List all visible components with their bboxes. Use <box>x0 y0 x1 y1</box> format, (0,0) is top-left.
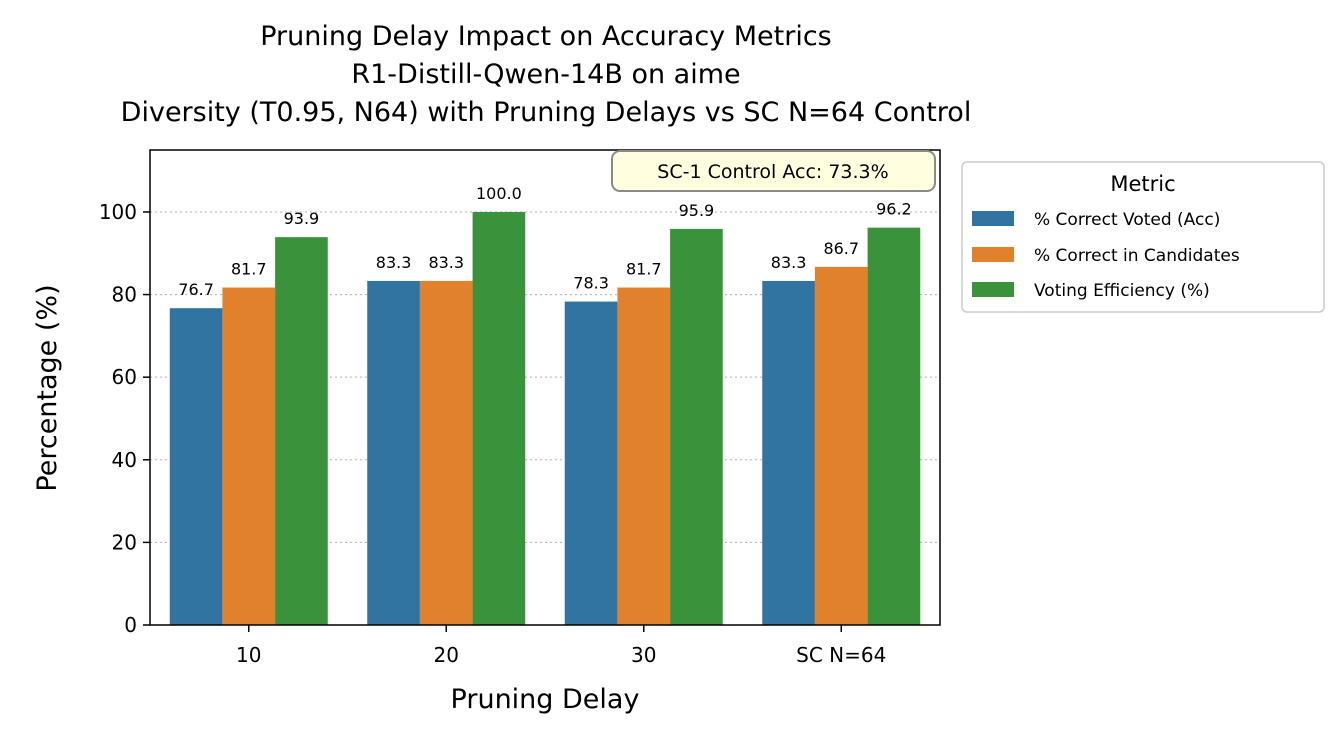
y-tick-label: 0 <box>124 613 137 637</box>
x-axis-label: Pruning Delay <box>451 684 640 715</box>
bar <box>814 266 868 625</box>
annotation-text: SC-1 Control Acc: 73.3% <box>657 161 888 183</box>
legend-swatch <box>972 282 1014 297</box>
bar-value-label: 81.7 <box>626 260 662 279</box>
bar-value-label: 81.7 <box>231 260 267 279</box>
legend-swatch <box>972 211 1014 226</box>
data-labels: 76.7 81.7 93.9 83.3 83.3 100.0 78.3 81.7 95.9 83.… <box>178 184 911 299</box>
bar-value-label: 100.0 <box>476 184 522 203</box>
bar-value-label: 78.3 <box>573 274 609 293</box>
legend-swatch <box>972 247 1014 262</box>
legend-title: Metric <box>1110 172 1175 196</box>
y-tick-label: 40 <box>112 448 137 472</box>
x-axis: 10 20 30 SC N=64 <box>236 625 886 667</box>
x-tick-label: 10 <box>236 643 261 667</box>
bar <box>564 301 618 625</box>
bar-value-label: 86.7 <box>823 239 859 258</box>
bar <box>419 280 473 625</box>
bar <box>472 211 526 625</box>
legend-frame <box>961 161 1325 313</box>
chart-title: Pruning Delay Impact on Accuracy Metrics… <box>121 21 972 128</box>
y-axis-label: Percentage (%) <box>32 284 63 491</box>
bar-value-label: 83.3 <box>376 253 412 272</box>
bar-value-label: 83.3 <box>428 253 464 272</box>
legend-label: Voting Efficiency (%) <box>1034 281 1210 301</box>
legend-label: % Correct in Candidates <box>1034 246 1240 266</box>
x-tick-label: SC N=64 <box>796 643 886 667</box>
chart-title-line: Pruning Delay Impact on Accuracy Metrics <box>260 21 832 52</box>
bar-value-label: 83.3 <box>771 253 807 272</box>
y-tick-label: 20 <box>112 530 137 554</box>
y-tick-label: 80 <box>112 283 137 307</box>
x-tick-label: 20 <box>434 643 459 667</box>
bar <box>867 227 921 626</box>
bar-value-label: 93.9 <box>284 209 320 228</box>
plot-frame <box>149 149 941 626</box>
legend-label: % Correct Voted (Acc) <box>1034 210 1220 230</box>
y-tick-label: 60 <box>112 365 137 389</box>
bar <box>222 287 276 625</box>
chart-title-line: R1-Distill-Qwen-14B on aime <box>351 59 740 90</box>
control-annotation: SC-1 Control Acc: 73.3% <box>611 150 936 192</box>
bar <box>169 308 223 625</box>
y-axis: 0 20 40 60 80 100 <box>99 200 150 637</box>
annotation-box-bg <box>611 150 936 192</box>
bar <box>762 280 815 625</box>
bar <box>617 287 671 625</box>
legend: Metric % Correct Voted (Acc) % Correct in … <box>961 161 1325 313</box>
bar <box>275 237 328 626</box>
x-tick-label: 30 <box>631 643 656 667</box>
y-tick-label: 100 <box>99 200 137 224</box>
bar-value-label: 96.2 <box>876 200 912 219</box>
bar-value-label: 76.7 <box>178 280 214 299</box>
bars <box>169 211 921 626</box>
chart-title-line: Diversity (T0.95, N64) with Pruning Dela… <box>121 97 972 128</box>
bar-value-label: 95.9 <box>679 201 715 220</box>
bar <box>367 280 420 625</box>
bar <box>670 228 723 626</box>
